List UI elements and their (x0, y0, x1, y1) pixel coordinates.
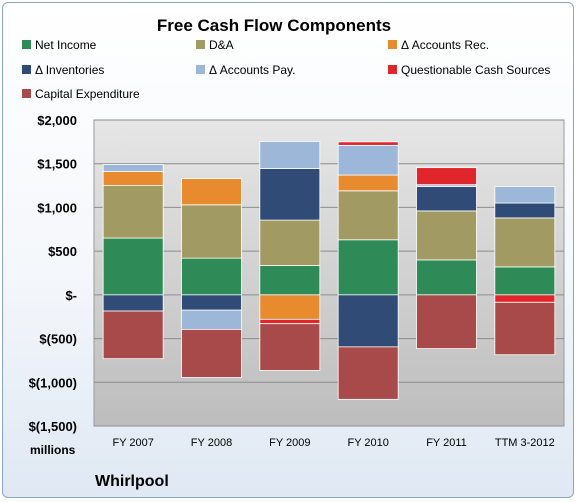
legend-swatch (196, 65, 205, 74)
legend-item: Questionable Cash Sources (388, 63, 550, 77)
bar-segment (494, 186, 556, 204)
legend-label: Δ Accounts Rec. (401, 38, 489, 52)
bar-segment (181, 178, 242, 206)
bar-segment (102, 185, 164, 239)
bar-segment (102, 294, 164, 312)
bar-segment (416, 294, 477, 350)
bar-segment (416, 210, 477, 261)
bar-segment (259, 294, 321, 320)
legend-swatch (22, 89, 31, 98)
bar-stack (102, 164, 164, 360)
x-tick-label: FY 2011 (426, 437, 467, 449)
x-axis: FY 2007 FY 2008 FY 2009 FY 2010 FY 2011 TTM 3… (112, 437, 554, 449)
y-tick-label: $2,000 (37, 113, 77, 128)
gridlines (94, 119, 564, 427)
bar-segment (337, 144, 399, 176)
legend-swatch (22, 65, 31, 74)
unit-label: millions (30, 443, 76, 457)
x-tick-label: TTM 3-2012 (495, 437, 555, 449)
y-tick-label: $(1,000) (29, 375, 77, 390)
bar-segment (181, 204, 242, 259)
x-tick-label: FY 2009 (269, 437, 310, 449)
legend-swatch (22, 40, 31, 49)
y-tick-label: $1,500 (37, 157, 77, 172)
legend-label: Δ Inventories (35, 63, 104, 77)
bar-stack (337, 141, 399, 400)
bar-segment (337, 239, 399, 296)
bar-segment (259, 318, 321, 325)
y-tick-label: $- (65, 288, 77, 303)
legend-label: Δ Accounts Pay. (209, 63, 296, 77)
chart-title: Free Cash Flow Components (157, 16, 391, 35)
bar-segment (259, 168, 321, 221)
legend: Net Income D&A Δ Accounts Rec. Δ Inventorie… (22, 38, 550, 101)
legend-label: Net Income (35, 38, 97, 52)
legend-swatch (196, 40, 205, 49)
bar-segment (337, 174, 399, 192)
bar-stack (181, 178, 242, 378)
bar-segment (102, 237, 164, 296)
legend-item: Δ Inventories (22, 63, 104, 77)
bar-segment (102, 310, 164, 360)
bar-segment (181, 294, 242, 311)
bar-segment (102, 164, 164, 172)
legend-swatch (388, 65, 397, 74)
y-tick-label: $(1,500) (29, 419, 77, 434)
plot-area (93, 119, 565, 427)
brand-label: Whirlpool (95, 473, 169, 490)
legend-label: Capital Expenditure (35, 87, 140, 101)
bar-stack (259, 141, 321, 371)
bar-segment (337, 190, 399, 241)
bar-segment (416, 186, 477, 212)
bar-segment (102, 171, 164, 186)
bar-segment (259, 265, 321, 296)
bar-segment (337, 294, 399, 348)
y-tick-label: $(500) (39, 332, 77, 347)
x-tick-label: FY 2008 (191, 437, 232, 449)
bar-segment (494, 202, 556, 219)
bar-segment (416, 259, 477, 296)
legend-item: Δ Accounts Rec. (388, 38, 489, 52)
legend-swatch (388, 40, 397, 49)
y-axis: $2,000 $1,500 $1,000 $500 $- $(500) $(1,000) $(… (29, 113, 77, 434)
bar-segment (181, 328, 242, 378)
bar-segment (494, 301, 556, 356)
bar-segment (494, 217, 556, 268)
legend-item: Δ Accounts Pay. (196, 63, 296, 77)
legend-label: Questionable Cash Sources (401, 63, 550, 77)
bar-stack (494, 186, 556, 356)
bar-stack (416, 167, 477, 350)
bar-segment (337, 346, 399, 400)
bar-segment (181, 309, 242, 330)
legend-item: Capital Expenditure (22, 87, 140, 101)
bar-segment (259, 141, 321, 169)
bar-segment (259, 219, 321, 266)
legend-item: Net Income (22, 38, 97, 52)
bar-segment (181, 257, 242, 296)
y-tick-label: $1,000 (37, 200, 77, 215)
y-tick-label: $500 (48, 244, 77, 259)
x-tick-label: FY 2010 (347, 437, 388, 449)
bar-segment (337, 141, 399, 146)
bars (102, 141, 556, 400)
bar-segment (259, 323, 321, 371)
bar-segment (494, 294, 556, 303)
bar-segment (494, 266, 556, 296)
x-tick-label: FY 2007 (112, 437, 153, 449)
bar-segment (416, 167, 477, 186)
legend-item: D&A (196, 38, 234, 52)
legend-label: D&A (209, 38, 234, 52)
